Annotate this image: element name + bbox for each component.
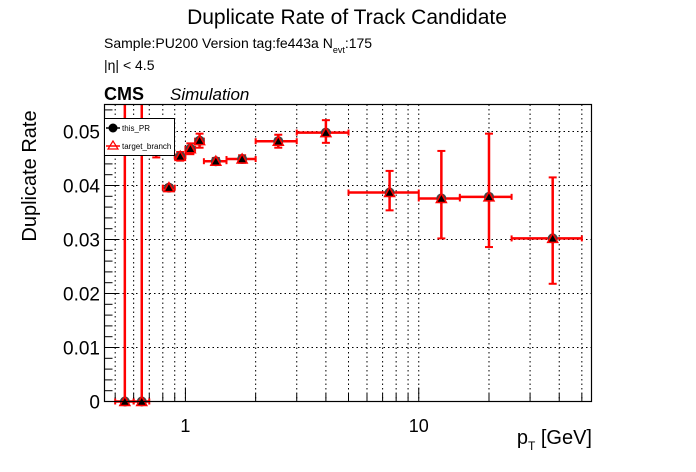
y-tick-label: 0.04 (63, 177, 100, 198)
data-point (295, 119, 350, 144)
this-pr-triangle (547, 233, 558, 243)
data-point (193, 132, 206, 149)
y-tick-label: 0.05 (63, 123, 100, 144)
target-branch-marker (184, 142, 197, 154)
target-branch-marker (162, 181, 176, 193)
target-branch-marker (383, 185, 396, 198)
legend: this_PR target_branch (104, 118, 175, 156)
target-branch-marker (319, 126, 333, 138)
y-axis-label: Duplicate Rate (19, 110, 41, 241)
this-pr-triangle (194, 135, 205, 145)
this-pr-triangle (320, 127, 331, 137)
data-point (254, 133, 298, 149)
data-point (173, 149, 187, 162)
target-branch-marker (546, 231, 559, 244)
data-point (417, 149, 461, 240)
target-branch-marker (173, 149, 187, 162)
data-point (347, 169, 420, 212)
x-axis-label: pT [GeV] (517, 427, 592, 453)
this-pr-triangle (483, 191, 494, 201)
x-tick-label: 10 (409, 416, 429, 436)
data-point (202, 154, 228, 167)
cms-label: CMS (104, 84, 144, 104)
this-pr-triangle (185, 143, 196, 153)
data-point (225, 152, 257, 165)
target-branch-marker (193, 134, 206, 146)
this-pr-triangle (163, 182, 174, 192)
x-tick-label: 1 (180, 416, 190, 436)
data-point (161, 181, 176, 193)
y-tick-label: 0.01 (63, 339, 100, 360)
legend-marker-target-branch (106, 139, 120, 150)
this-pr-triangle (436, 193, 447, 203)
y-tick-label: 0 (89, 393, 100, 414)
plot-frame (103, 103, 593, 403)
target-branch-marker (271, 134, 285, 146)
legend-label-target-branch: target_branch (122, 142, 171, 151)
target-branch-marker (482, 190, 496, 202)
this-pr-triangle (237, 154, 248, 164)
subtitle-sub: evt (333, 45, 346, 55)
y-tick-label: 0.03 (63, 231, 100, 252)
this-pr-triangle (210, 156, 221, 166)
this-pr-triangle (175, 151, 186, 161)
eta-cut-label: |η| < 4.5 (104, 57, 155, 73)
this-pr-triangle (273, 136, 284, 146)
legend-marker-this-pr (106, 123, 120, 133)
target-branch-marker (209, 154, 223, 166)
subtitle-count: :175 (345, 35, 372, 51)
subtitle: Sample:PU200 Version tag:fe443a Nevt:175 (104, 35, 372, 55)
target-branch-marker (435, 191, 448, 204)
subtitle-sample: Sample:PU200 Version tag:fe443a N (104, 35, 333, 51)
chart-title: Duplicate Rate of Track Candidate (187, 6, 507, 29)
y-tick-label: 0.02 (63, 285, 100, 306)
target-branch-marker (235, 152, 249, 164)
simulation-label: Simulation (170, 85, 249, 104)
legend-label-this-pr: this_PR (122, 124, 150, 133)
data-point (184, 142, 197, 156)
legend-triangle (106, 139, 120, 150)
data-point (510, 176, 583, 285)
legend-circle (108, 123, 118, 133)
this-pr-triangle (384, 187, 395, 197)
data-point (458, 132, 513, 249)
